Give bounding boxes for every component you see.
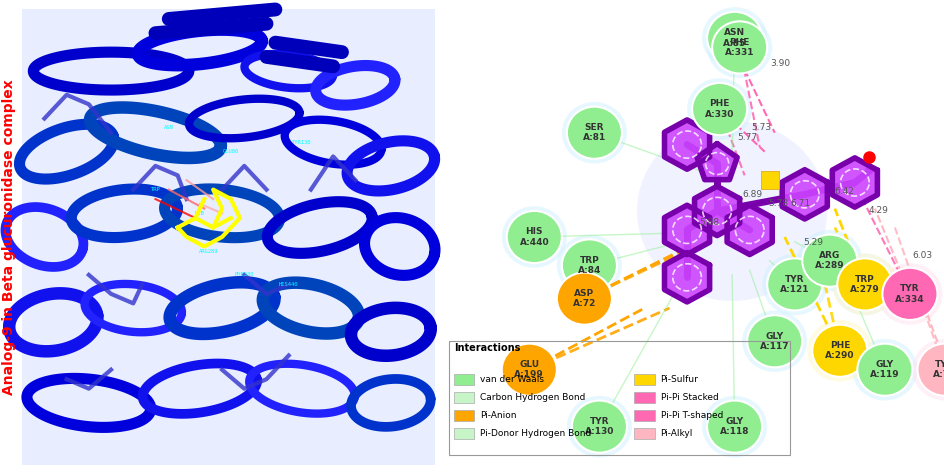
Circle shape xyxy=(506,211,562,263)
Circle shape xyxy=(747,315,801,367)
Circle shape xyxy=(812,325,867,377)
Text: Carbon Hydrogen Bond: Carbon Hydrogen Bond xyxy=(480,393,585,401)
Circle shape xyxy=(701,396,767,457)
Text: Pi-Pi Stacked: Pi-Pi Stacked xyxy=(660,393,717,401)
Circle shape xyxy=(856,344,912,396)
Polygon shape xyxy=(664,120,709,169)
Text: TRP
A:84: TRP A:84 xyxy=(577,256,600,275)
Circle shape xyxy=(876,263,941,325)
Circle shape xyxy=(706,401,762,453)
Text: Interactions: Interactions xyxy=(454,343,520,353)
Text: TRP
A:279: TRP A:279 xyxy=(849,275,879,294)
Text: ASN
A:85: ASN A:85 xyxy=(722,28,746,47)
Text: GLY
A:117: GLY A:117 xyxy=(759,332,788,351)
Text: 6.71: 6.71 xyxy=(790,200,810,208)
Circle shape xyxy=(566,396,632,457)
Polygon shape xyxy=(694,186,739,236)
Text: PHE
A:331: PHE A:331 xyxy=(724,38,753,57)
Text: HIS440: HIS440 xyxy=(278,282,298,287)
Circle shape xyxy=(836,258,891,310)
Text: HIB: HIB xyxy=(194,211,205,216)
Text: 5.73: 5.73 xyxy=(750,124,771,132)
Circle shape xyxy=(851,339,917,401)
Circle shape xyxy=(701,7,767,69)
Text: SER
A:81: SER A:81 xyxy=(582,123,605,142)
Polygon shape xyxy=(782,170,826,219)
Text: 5.29: 5.29 xyxy=(802,238,822,247)
Circle shape xyxy=(691,83,747,135)
Circle shape xyxy=(741,310,806,372)
FancyBboxPatch shape xyxy=(633,410,654,421)
FancyBboxPatch shape xyxy=(633,374,654,385)
Circle shape xyxy=(767,258,821,310)
Circle shape xyxy=(806,320,871,382)
FancyBboxPatch shape xyxy=(454,410,474,421)
Circle shape xyxy=(556,273,612,325)
Circle shape xyxy=(566,107,621,159)
Text: Pi-Pi T-shaped: Pi-Pi T-shaped xyxy=(660,411,722,419)
Polygon shape xyxy=(697,144,736,180)
Text: Pi-Donor Hydrogen Bond: Pi-Donor Hydrogen Bond xyxy=(480,429,591,438)
Circle shape xyxy=(797,230,862,292)
Text: van der Waals: van der Waals xyxy=(480,375,544,383)
Text: 5.77: 5.77 xyxy=(737,133,757,142)
Text: Pi-Sulfur: Pi-Sulfur xyxy=(660,375,698,383)
Circle shape xyxy=(706,12,762,64)
Circle shape xyxy=(882,268,936,320)
Text: 5:88: 5:88 xyxy=(699,219,719,227)
Text: Pi-Anion: Pi-Anion xyxy=(480,411,516,419)
Text: 5.78: 5.78 xyxy=(767,200,788,208)
Text: 4.29: 4.29 xyxy=(868,207,888,215)
Text: Pi-Alkyl: Pi-Alkyl xyxy=(660,429,692,438)
Text: TYR130: TYR130 xyxy=(292,140,312,145)
Ellipse shape xyxy=(636,121,826,301)
Text: ARG289: ARG289 xyxy=(199,249,218,254)
FancyBboxPatch shape xyxy=(454,428,474,439)
Text: TYR
A:70: TYR A:70 xyxy=(933,360,944,379)
Circle shape xyxy=(501,344,556,396)
Text: GLY
A:119: GLY A:119 xyxy=(869,360,899,379)
Text: TYR
A:334: TYR A:334 xyxy=(894,284,924,303)
Text: Analog-9 in Beta glucuronidase complex: Analog-9 in Beta glucuronidase complex xyxy=(2,79,16,395)
Circle shape xyxy=(801,235,856,287)
Text: ARG
A:289: ARG A:289 xyxy=(814,251,844,270)
Text: TYR
A:130: TYR A:130 xyxy=(584,417,614,436)
Circle shape xyxy=(562,239,616,292)
Circle shape xyxy=(762,254,826,315)
Text: TRP: TRP xyxy=(150,187,160,192)
Circle shape xyxy=(562,102,626,164)
FancyBboxPatch shape xyxy=(454,392,474,403)
Text: 6.89: 6.89 xyxy=(741,190,762,199)
Text: HIS
A:440: HIS A:440 xyxy=(519,228,548,246)
Text: PHE
A:330: PHE A:330 xyxy=(704,100,733,118)
FancyBboxPatch shape xyxy=(454,374,474,385)
Circle shape xyxy=(571,401,626,453)
Circle shape xyxy=(917,344,944,396)
Polygon shape xyxy=(664,205,709,255)
Circle shape xyxy=(912,339,944,401)
Text: 6.03: 6.03 xyxy=(912,251,932,259)
Text: GLY
A:118: GLY A:118 xyxy=(719,417,749,436)
FancyBboxPatch shape xyxy=(633,392,654,403)
Polygon shape xyxy=(726,205,771,255)
Circle shape xyxy=(712,21,767,73)
Circle shape xyxy=(706,17,771,78)
Text: PHE330: PHE330 xyxy=(234,273,254,277)
FancyBboxPatch shape xyxy=(633,428,654,439)
Circle shape xyxy=(686,78,751,140)
Text: 3.90: 3.90 xyxy=(770,60,790,68)
Polygon shape xyxy=(832,158,876,207)
Circle shape xyxy=(556,235,621,296)
Text: PHE
A:290: PHE A:290 xyxy=(824,341,853,360)
Circle shape xyxy=(832,254,897,315)
Circle shape xyxy=(501,206,566,268)
Text: 6.42: 6.42 xyxy=(833,188,852,196)
Text: GLU
A:199: GLU A:199 xyxy=(514,360,544,379)
Text: TYR
A:121: TYR A:121 xyxy=(779,275,809,294)
Text: ASN: ASN xyxy=(163,126,174,130)
Text: GLU80: GLU80 xyxy=(223,149,239,154)
Polygon shape xyxy=(664,253,709,302)
Text: ASP
A:72: ASP A:72 xyxy=(572,289,596,308)
Circle shape xyxy=(832,254,897,315)
